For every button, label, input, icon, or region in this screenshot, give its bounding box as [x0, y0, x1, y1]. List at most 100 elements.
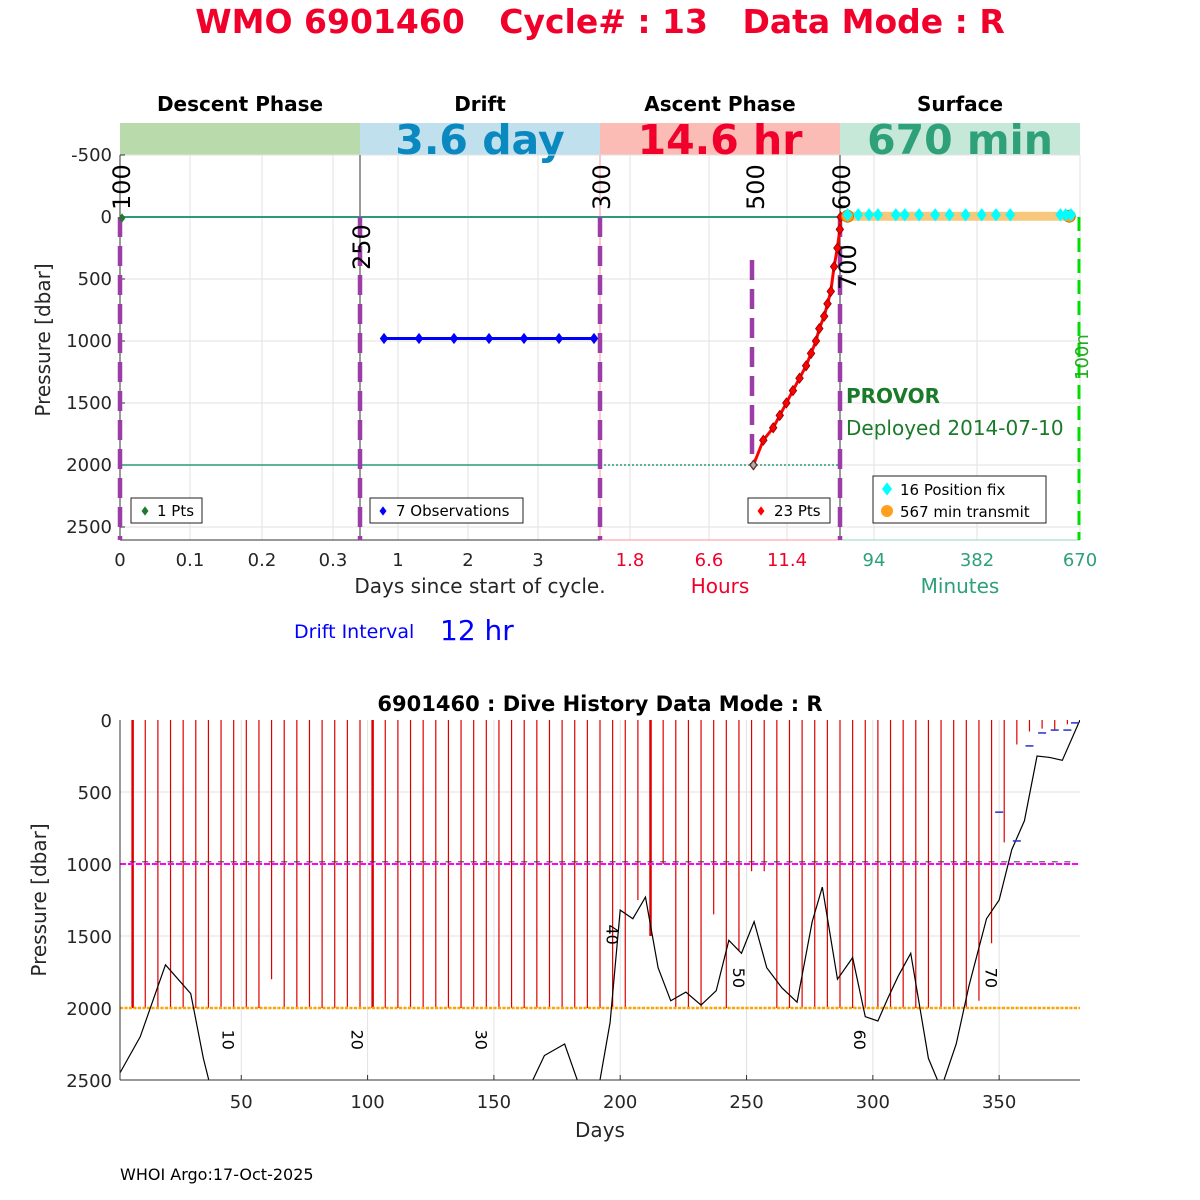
top-ytick-label: 0	[101, 207, 112, 228]
drift-point	[589, 332, 599, 345]
cycle-label: 40	[603, 924, 622, 944]
ascent-point	[775, 409, 785, 422]
drift-interval-label: Drift Interval	[294, 621, 414, 643]
dive-history-title: 6901460 : Dive History Data Mode : R	[377, 692, 822, 716]
phase-band	[840, 123, 1080, 155]
legend-descent-marker	[141, 506, 149, 516]
boundary-label-600: 600	[828, 164, 856, 210]
boundary-label-250: 250	[348, 224, 376, 270]
cycle-label: 30	[471, 1030, 490, 1050]
ascent-point	[811, 335, 821, 347]
top-xtick-label: 2	[462, 550, 473, 571]
days-axis-label: Days since start of cycle.	[354, 574, 605, 598]
position-fix-point	[899, 208, 910, 222]
position-fix-point	[976, 208, 987, 222]
legend-transmit-text: 567 min transmit	[900, 503, 1030, 521]
dive-ytick-label: 2500	[66, 1071, 112, 1092]
top-ytick-label: -500	[71, 145, 112, 166]
descent-point	[118, 213, 126, 223]
cycle-label: 20	[347, 1030, 366, 1050]
ascent-point	[782, 397, 791, 409]
ascent-point	[788, 384, 798, 397]
position-fix-point	[1005, 208, 1016, 222]
legend-drift-marker	[379, 506, 387, 516]
dive-x-label: Days	[575, 1118, 625, 1142]
drift-point	[449, 332, 459, 345]
dive-ytick-label: 0	[101, 711, 112, 732]
phase-band	[360, 123, 600, 155]
top-xtick-label: 3	[532, 550, 543, 571]
dive-ytick-label: 1500	[66, 927, 112, 948]
top-xtick-label: 6.6	[695, 550, 724, 571]
dive-xtick-label: 150	[477, 1092, 511, 1113]
minutes-axis-label: Minutes	[921, 574, 1000, 598]
top-xtick-label: 382	[960, 550, 994, 571]
top-xtick-label: 0.1	[176, 550, 205, 571]
dive-ytick-label: 500	[78, 783, 112, 804]
top-xtick-label: 94	[863, 550, 886, 571]
top-xtick-label: 1	[392, 550, 403, 571]
ascent-point	[759, 434, 768, 446]
ascent-point	[835, 223, 845, 236]
ascent-point	[823, 298, 832, 310]
legend-fix-marker	[882, 482, 892, 496]
legend-descent: 1 Pts	[130, 497, 203, 524]
position-fix-point	[914, 208, 925, 222]
cycle-label: 60	[850, 1030, 869, 1050]
ascent-point	[819, 310, 829, 322]
phase-title: Drift	[454, 92, 506, 116]
ascent-point	[815, 322, 824, 335]
boundary-label-500: 500	[742, 164, 770, 210]
ascent-start-point	[749, 460, 757, 470]
top-xtick-label: 0.3	[319, 550, 348, 571]
phase-panel-0: Descent Phase	[120, 92, 360, 155]
position-fix-point	[1066, 208, 1077, 222]
boundary-label-300: 300	[588, 164, 616, 210]
legend-descent-text: 1 Pts	[157, 502, 194, 520]
top-ytick-label: 1500	[66, 393, 112, 414]
footer-credit: WHOI Argo:17-Oct-2025	[120, 1165, 314, 1184]
dive-xtick-label: 50	[230, 1092, 253, 1113]
position-fix-point	[990, 208, 1001, 222]
legend-transmit-marker	[881, 505, 893, 517]
phase-duration: 670 min	[867, 116, 1053, 164]
dive-xtick-label: 200	[603, 1092, 637, 1113]
main-title: WMO 6901460 Cycle# : 13 Data Mode : R	[195, 2, 1005, 41]
top-y-label: Pressure [dbar]	[31, 263, 55, 416]
position-fix-point	[842, 208, 853, 222]
cycle-label: 10	[219, 1030, 238, 1050]
drift-point	[519, 332, 529, 345]
drift-point	[554, 332, 564, 345]
position-fix-point	[930, 208, 941, 222]
dive-xtick-label: 300	[856, 1092, 890, 1113]
ascent-point	[795, 372, 804, 384]
phase-title: Descent Phase	[157, 92, 323, 116]
legend-drift: 7 Observations	[369, 497, 524, 524]
legend-ascent-marker	[757, 506, 765, 516]
top-xtick-label: 11.4	[767, 550, 807, 571]
drift-point	[484, 332, 494, 345]
top-xtick-label: 670	[1063, 550, 1097, 571]
boundary-label-100: 100	[108, 164, 136, 210]
top-xtick-label: 1.8	[616, 550, 645, 571]
top-ytick-label: 1000	[66, 331, 112, 352]
drift-point	[414, 332, 424, 345]
ascent-point	[833, 242, 842, 254]
phase-duration: 3.6 day	[395, 116, 564, 164]
deployed-date: Deployed 2014-07-10	[846, 416, 1064, 440]
legend-ascent-text: 23 Pts	[774, 502, 821, 520]
bathymetry-line	[120, 720, 1080, 1080]
cycle-label: 70	[982, 968, 1001, 988]
dive-ytick-label: 2000	[66, 999, 112, 1020]
top-ytick-label: 2500	[66, 517, 112, 538]
dive-ytick-label: 1000	[66, 855, 112, 876]
legend-surface: 16 Position fix 567 min transmit	[872, 475, 1047, 524]
top-xtick-label: 0	[114, 550, 125, 571]
phase-band	[120, 123, 360, 155]
phase-band	[600, 123, 840, 155]
cycle-label: 50	[729, 968, 748, 988]
phase-title: Surface	[917, 92, 1003, 116]
dive-xtick-label: 250	[729, 1092, 763, 1113]
